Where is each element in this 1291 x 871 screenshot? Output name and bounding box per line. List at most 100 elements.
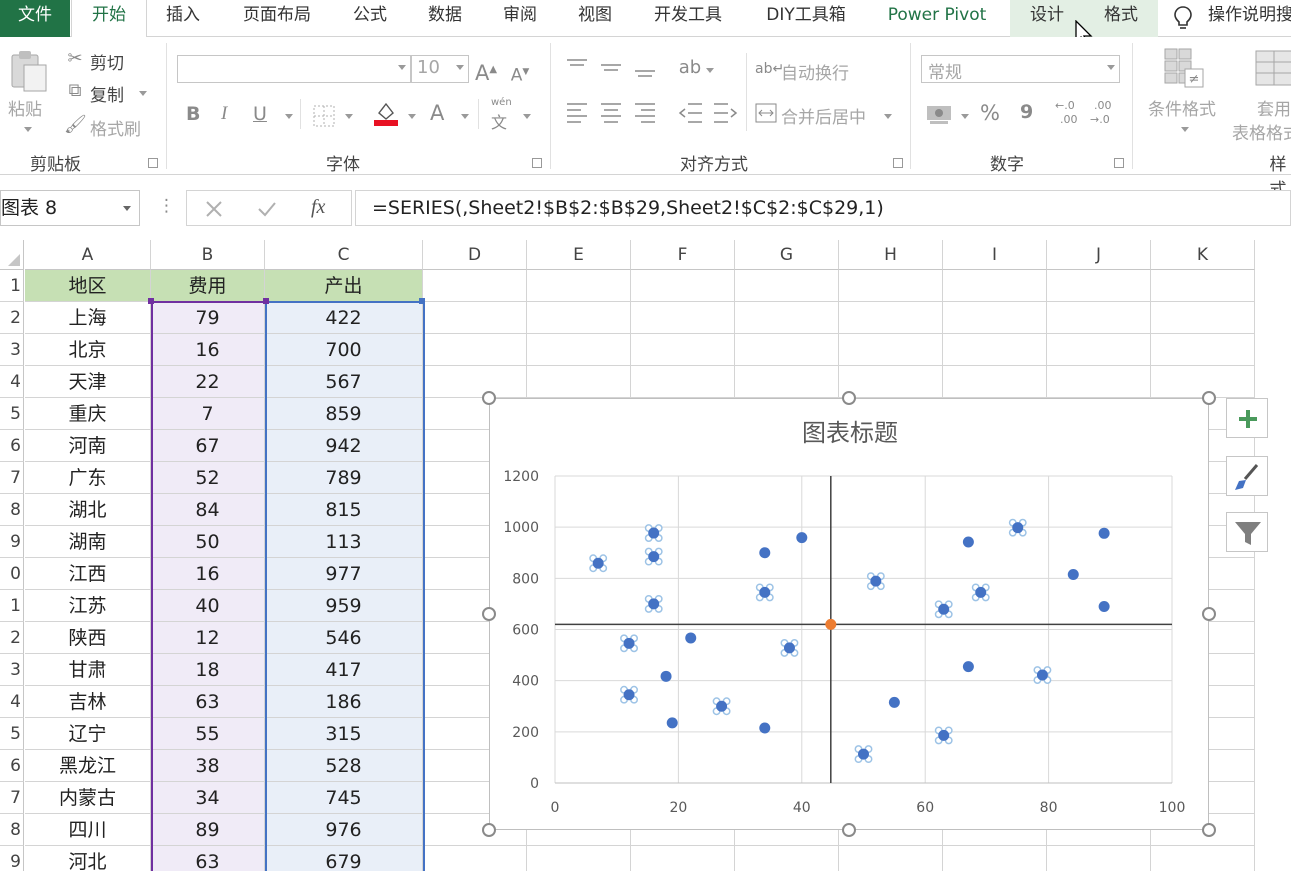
column-header-h[interactable]: H [839, 240, 943, 270]
merge-dropdown-icon[interactable] [884, 114, 892, 119]
chart-resize-handle[interactable] [482, 607, 496, 621]
number-launcher-icon[interactable] [1114, 158, 1124, 168]
chart-filters-button[interactable] [1226, 512, 1268, 552]
column-header-j[interactable]: J [1047, 240, 1151, 270]
merge-center-icon[interactable] [755, 103, 777, 123]
cost-cell[interactable]: 40 [151, 590, 265, 622]
tab-insert[interactable]: 插入 [166, 5, 200, 25]
conditional-formatting-icon[interactable]: ≠ [1163, 47, 1207, 91]
region-cell[interactable]: 湖北 [25, 494, 151, 526]
shrink-font-icon[interactable]: A▼ [510, 65, 530, 86]
empty-cell[interactable] [839, 366, 943, 398]
chart-resize-handle[interactable] [842, 823, 856, 837]
output-cell[interactable]: 976 [265, 814, 423, 846]
empty-cell[interactable] [839, 814, 943, 846]
fill-color-dropdown-icon[interactable] [408, 114, 416, 119]
empty-cell[interactable] [423, 846, 527, 871]
format-painter-icon[interactable]: 🖌 [64, 114, 87, 135]
row-header[interactable]: 6 [0, 430, 24, 462]
cost-cell[interactable]: 89 [151, 814, 265, 846]
cost-cell[interactable]: 55 [151, 718, 265, 750]
region-cell[interactable]: 江苏 [25, 590, 151, 622]
column-header-f[interactable]: F [631, 240, 735, 270]
cost-cell[interactable]: 34 [151, 782, 265, 814]
column-header-d[interactable]: D [423, 240, 527, 270]
formula-bar-grip[interactable]: ⋮ [158, 196, 175, 216]
cost-cell[interactable]: 67 [151, 430, 265, 462]
empty-cell[interactable] [631, 334, 735, 366]
increase-decimal-bottom[interactable]: .00 [1060, 113, 1078, 126]
empty-cell[interactable] [423, 814, 527, 846]
header-cell[interactable]: 产出 [265, 270, 423, 302]
column-header-c[interactable]: C [265, 240, 423, 270]
region-cell[interactable]: 内蒙古 [25, 782, 151, 814]
cost-cell[interactable]: 79 [151, 302, 265, 334]
increase-decimal-top[interactable]: ←.0 [1055, 99, 1075, 112]
orientation-icon[interactable]: ab [678, 57, 702, 78]
column-header-a[interactable]: A [25, 240, 151, 270]
output-cell[interactable]: 977 [265, 558, 423, 590]
empty-cell[interactable] [631, 814, 735, 846]
tab-file[interactable]: 文件 [0, 0, 70, 37]
empty-cell[interactable] [1047, 270, 1151, 302]
cost-cell[interactable]: 38 [151, 750, 265, 782]
tab-developer[interactable]: 开发工具 [654, 5, 722, 25]
chart-resize-handle[interactable] [1202, 391, 1216, 405]
output-cell[interactable]: 789 [265, 462, 423, 494]
output-cell[interactable]: 528 [265, 750, 423, 782]
percent-button[interactable]: % [980, 101, 1000, 125]
chart-resize-handle[interactable] [482, 391, 496, 405]
copy-icon[interactable]: ⧉ [68, 80, 82, 101]
wrap-text-button[interactable]: 自动换行 [781, 64, 849, 84]
cancel-icon[interactable] [205, 200, 223, 218]
chart-elements-button[interactable] [1226, 398, 1268, 438]
range-handle[interactable] [263, 298, 269, 304]
output-cell[interactable]: 942 [265, 430, 423, 462]
currency-icon[interactable] [926, 103, 952, 125]
tab-diy-toolbox[interactable]: DIY工具箱 [766, 5, 846, 25]
format-as-table-label-2[interactable]: 表格格式 [1232, 124, 1291, 144]
empty-cell[interactable] [735, 366, 839, 398]
copy-dropdown-icon[interactable] [139, 91, 147, 96]
conditional-dropdown-icon[interactable] [1181, 127, 1189, 132]
underline-dropdown-icon[interactable] [285, 114, 293, 119]
currency-dropdown-icon[interactable] [961, 114, 969, 119]
range-handle[interactable] [148, 298, 154, 304]
region-cell[interactable]: 吉林 [25, 686, 151, 718]
row-header[interactable]: 3 [0, 334, 24, 366]
empty-cell[interactable] [1047, 846, 1151, 871]
horizontal-align-icons[interactable] [567, 101, 667, 125]
paste-icon[interactable] [8, 49, 50, 93]
cost-cell[interactable]: 52 [151, 462, 265, 494]
region-cell[interactable]: 河南 [25, 430, 151, 462]
empty-cell[interactable] [943, 302, 1047, 334]
phonetic-pinyin[interactable]: wén [491, 97, 512, 108]
tab-formulas[interactable]: 公式 [353, 5, 387, 25]
insert-function-button[interactable]: fx [311, 196, 326, 218]
cost-cell[interactable]: 63 [151, 686, 265, 718]
output-cell[interactable]: 745 [265, 782, 423, 814]
empty-cell[interactable] [527, 270, 631, 302]
header-cell[interactable]: 地区 [25, 270, 151, 302]
paste-dropdown-icon[interactable] [24, 127, 32, 132]
empty-cell[interactable] [735, 814, 839, 846]
row-header[interactable]: 5 [0, 718, 24, 750]
empty-cell[interactable] [631, 270, 735, 302]
tab-view[interactable]: 视图 [578, 5, 612, 25]
font-color-dropdown-icon[interactable] [461, 114, 469, 119]
empty-cell[interactable] [1047, 366, 1151, 398]
format-painter-button[interactable]: 格式刷 [90, 120, 141, 140]
region-cell[interactable]: 上海 [25, 302, 151, 334]
output-cell[interactable]: 859 [265, 398, 423, 430]
empty-cell[interactable] [631, 366, 735, 398]
chart-resize-handle[interactable] [482, 823, 496, 837]
comma-button[interactable]: 9 [1020, 101, 1034, 123]
enter-check-icon[interactable] [257, 200, 277, 218]
empty-cell[interactable] [943, 270, 1047, 302]
empty-cell[interactable] [1047, 334, 1151, 366]
select-all-corner[interactable] [0, 240, 24, 270]
row-header[interactable]: 7 [0, 782, 24, 814]
column-header-b[interactable]: B [151, 240, 265, 270]
row-header[interactable]: 4 [0, 686, 24, 718]
format-as-table-label-1[interactable]: 套用 [1257, 100, 1291, 120]
